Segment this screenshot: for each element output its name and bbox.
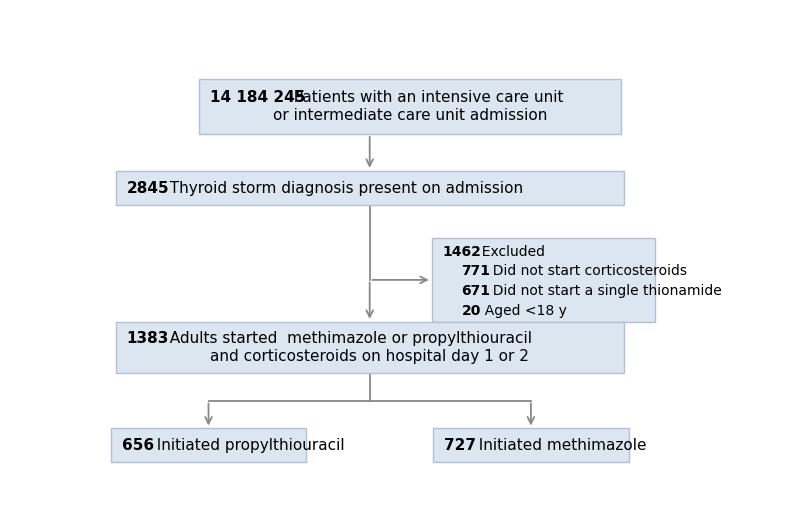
FancyBboxPatch shape [111,428,306,462]
Text: 771: 771 [462,264,490,278]
Text: 14 184 245: 14 184 245 [210,90,306,105]
Text: Aged <18 y: Aged <18 y [477,304,567,318]
Text: Excluded: Excluded [473,245,545,259]
Text: 1462: 1462 [443,245,482,259]
Text: or intermediate care unit admission: or intermediate care unit admission [273,108,547,123]
Text: and corticosteroids on hospital day 1 or 2: and corticosteroids on hospital day 1 or… [210,349,529,364]
FancyBboxPatch shape [434,428,629,462]
Text: 1383: 1383 [126,331,169,346]
Text: Adults started  methimazole or propylthiouracil: Adults started methimazole or propylthio… [159,331,531,346]
Text: Initiated propylthiouracil: Initiated propylthiouracil [147,438,345,453]
Text: Patients with an intensive care unit: Patients with an intensive care unit [284,90,564,105]
FancyBboxPatch shape [115,322,624,373]
Text: 2845: 2845 [126,181,170,196]
Text: 20: 20 [462,304,481,318]
Text: 727: 727 [445,438,477,453]
Text: 656: 656 [122,438,154,453]
FancyBboxPatch shape [432,238,655,322]
Text: 671: 671 [462,284,490,298]
FancyBboxPatch shape [199,79,621,134]
Text: Thyroid storm diagnosis present on admission: Thyroid storm diagnosis present on admis… [160,181,523,196]
FancyBboxPatch shape [115,171,624,206]
Text: Initiated methimazole: Initiated methimazole [470,438,646,453]
Text: Did not start corticosteroids: Did not start corticosteroids [484,264,687,278]
Text: Did not start a single thionamide: Did not start a single thionamide [484,284,722,298]
